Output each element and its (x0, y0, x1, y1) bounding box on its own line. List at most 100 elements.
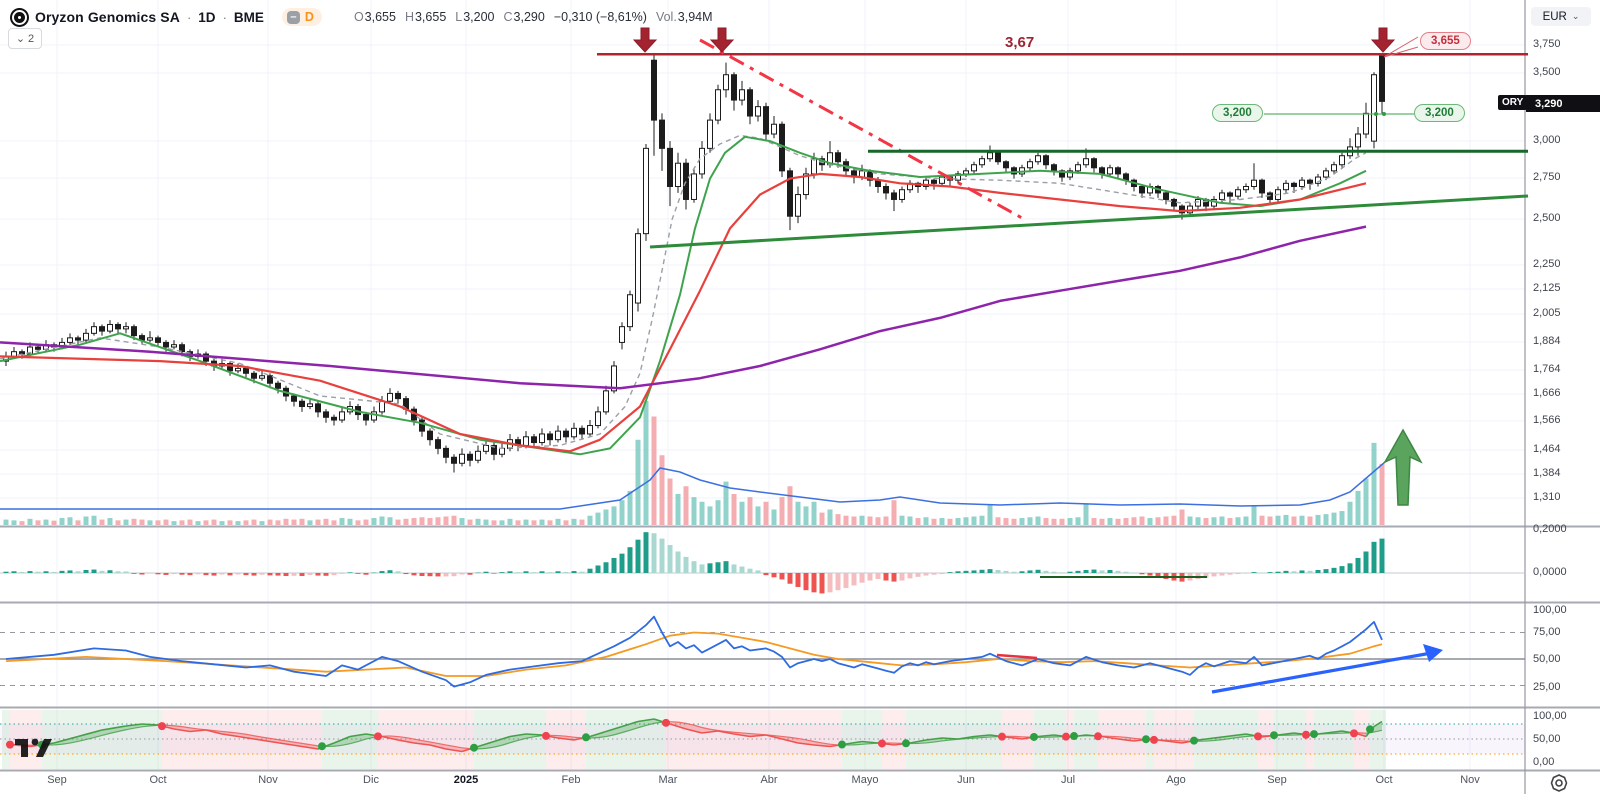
chevron-down-icon: ⌄ (15, 33, 26, 45)
callout-line (1383, 46, 1419, 58)
time-tick-label: Sep (1267, 774, 1287, 786)
volume-ma-line (0, 461, 1386, 510)
time-axis-settings-gear-icon[interactable] (1548, 773, 1570, 793)
stoch-bullish-cross-dot (1030, 732, 1038, 741)
stoch-bearish-cross-dot (1094, 732, 1102, 741)
tradingview-logo-icon[interactable] (14, 733, 66, 759)
time-tick-label: Jul (1060, 774, 1076, 786)
rsi-line (5, 615, 1383, 688)
stoch-bullish-cross-dot (838, 740, 846, 749)
support-label-right[interactable]: 3,200 (1414, 104, 1465, 122)
high-label: H (404, 10, 414, 24)
down-arrow-marker (709, 27, 735, 53)
ma-red (0, 172, 1367, 453)
ma-green (0, 135, 1367, 456)
resistance-level-label[interactable]: 3,67 (1005, 34, 1035, 51)
currency-label: EUR (1542, 10, 1567, 23)
time-tick-label: Feb (561, 774, 581, 786)
stoch-bearish-cross-dot (1150, 735, 1158, 744)
high-price-callout[interactable]: 3,655 (1420, 32, 1471, 50)
price-tick-label: 25,00 (1533, 681, 1561, 693)
macd-histogram (0, 532, 1525, 594)
price-tick-label: 1,384 (1533, 467, 1561, 479)
session-badge[interactable]: – D (281, 8, 322, 26)
price-tick-label: 1,666 (1533, 387, 1561, 399)
rsi-trend-arrow (1211, 650, 1438, 694)
time-tick-label: Dic (363, 774, 379, 786)
title-separator2: · (222, 9, 227, 25)
price-tick-label: 3,000 (1533, 134, 1561, 146)
price-tick-label: 2,750 (1533, 171, 1561, 183)
rsi-divergence-line (996, 653, 1038, 660)
arrow-right-icon (1423, 644, 1443, 662)
price-tick-label: 75,00 (1533, 626, 1561, 638)
stoch-bearish-cross-dot (998, 732, 1006, 741)
price-tick-label: 1,884 (1533, 335, 1561, 347)
volume-value: 3,94M (677, 10, 713, 24)
stoch-bearish-cross-dot (1350, 729, 1358, 738)
close-value: 3,290 (513, 10, 545, 24)
chevron-down-icon: ⌄ (1571, 11, 1580, 21)
close-label: C (503, 10, 513, 24)
price-tick-label: 1,464 (1533, 443, 1561, 455)
symbol-title[interactable]: Oryzon Genomics SA (35, 9, 180, 25)
high-value: 3,655 (414, 10, 447, 24)
price-tick-label: 100,00 (1533, 710, 1567, 722)
stoch-bullish-cross-dot (1070, 732, 1078, 741)
time-tick-label: Jun (957, 774, 975, 786)
price-tick-label: 2,125 (1533, 282, 1561, 294)
volume-label: Vol. (655, 10, 677, 24)
symbol-logo-icon[interactable] (10, 7, 29, 27)
time-tick-label: Nov (1460, 774, 1480, 786)
down-arrow-marker (632, 27, 658, 53)
price-tick-label: 1,310 (1533, 491, 1561, 503)
down-arrow-marker (1370, 27, 1396, 53)
time-tick-label: Abr (760, 774, 778, 786)
stoch-bullish-cross-dot (1190, 736, 1198, 745)
ma-gray-dashed (0, 134, 1367, 450)
stoch-bearish-cross-dot (542, 731, 550, 740)
time-tick-label: Mayo (851, 774, 879, 786)
price-tick-label: 1,764 (1533, 363, 1561, 375)
interval-button[interactable]: 1D (198, 9, 216, 25)
uptrend-line (649, 194, 1529, 249)
stoch-bearish-cross-dot (1062, 732, 1070, 741)
stoch-bullish-cross-dot (1310, 730, 1318, 739)
up-arrow-marker (1383, 428, 1423, 506)
low-label: L (455, 10, 463, 24)
price-tick-label: 1,566 (1533, 414, 1561, 426)
time-tick-label: Nov (258, 774, 278, 786)
price-tick-label: 2,005 (1533, 307, 1561, 319)
dash-icon: – (286, 10, 300, 24)
stoch-bearish-cross-dot (662, 718, 670, 727)
collapse-indicators-button[interactable]: ⌄ 2 (8, 28, 42, 49)
price-tick-label: 0,00 (1533, 756, 1555, 768)
change-value: −0,310 (−8,61%) (553, 10, 647, 24)
ma-purple (0, 225, 1367, 390)
stoch-bearish-cross-dot (1254, 732, 1262, 741)
open-label: O (353, 10, 364, 24)
price-tick-label: 2,500 (1533, 212, 1561, 224)
price-tick-label: 50,00 (1533, 733, 1561, 745)
grid (0, 0, 1525, 770)
rsi-pane (0, 615, 1525, 688)
time-tick-label: Mar (658, 774, 678, 786)
stoch-bullish-cross-dot (318, 742, 326, 751)
last-price-tag: 3,290 (1526, 95, 1600, 112)
drawings[interactable] (597, 27, 1529, 694)
exchange-label[interactable]: BME (233, 9, 264, 25)
price-tick-label: 0,2000 (1533, 523, 1567, 535)
currency-selector[interactable]: EUR ⌄ (1531, 7, 1591, 26)
price-tick-label: 50,00 (1533, 653, 1561, 665)
time-tick-label: Ago (1166, 774, 1186, 786)
stoch-bullish-cross-dot (582, 733, 590, 742)
support-label-left[interactable]: 3,200 (1212, 104, 1263, 122)
time-tick-label: 2025 (453, 774, 479, 786)
stochastic-pane (0, 718, 1525, 755)
candles (3, 54, 1385, 473)
open-value: 3,655 (364, 10, 396, 24)
stoch-bullish-cross-dot (1366, 725, 1374, 734)
daily-badge-label: D (304, 10, 314, 24)
time-tick-label: Sep (47, 774, 67, 786)
